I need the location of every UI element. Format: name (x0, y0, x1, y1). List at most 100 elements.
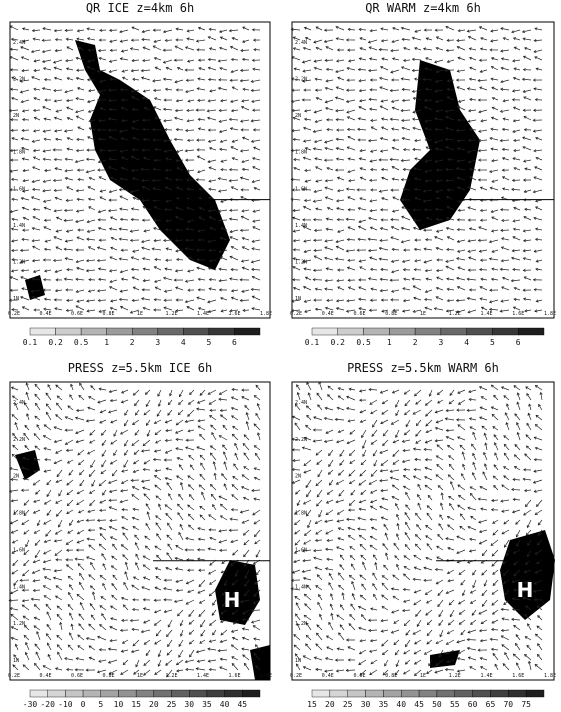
vector (11, 614, 18, 620)
vector (219, 390, 227, 394)
vector (176, 660, 183, 665)
colorbar-cell (183, 328, 209, 335)
colorbar-label: 5 (490, 338, 495, 347)
vector (492, 550, 498, 556)
colorbar-cell (518, 328, 544, 335)
vector (98, 520, 106, 521)
vector (221, 630, 227, 635)
x-tick-label: 1.8E (260, 673, 272, 679)
high-marker: H (224, 588, 241, 612)
vector (254, 530, 260, 537)
y-tick-label: 2N (295, 113, 301, 119)
colorbar-cell (101, 690, 119, 697)
vector (13, 445, 18, 450)
y-tick-label: 2.4N (295, 40, 307, 46)
vector (67, 480, 73, 485)
colorbar-cell (441, 328, 467, 335)
vector (176, 545, 183, 550)
vector (231, 645, 238, 650)
x-tick-label: 1.4E (197, 673, 209, 679)
x-tick-label: 0.4E (39, 673, 51, 679)
vector (502, 485, 509, 490)
vector (492, 414, 498, 420)
vector (34, 605, 40, 610)
vector (99, 544, 106, 550)
vector (232, 495, 238, 500)
vector (34, 434, 40, 440)
vector (46, 530, 51, 536)
colorbar-label: 5 (98, 700, 103, 709)
colorbar-cell (65, 690, 83, 697)
colorbar-cell (118, 690, 136, 697)
x-tick-label: 0.2E (8, 311, 20, 317)
x-tick-label: 1.8E (544, 311, 556, 317)
vector (67, 565, 73, 570)
vector (79, 460, 84, 465)
vector (143, 565, 150, 570)
x-tick-label: 0.6E (71, 311, 83, 317)
x-tick-label: 1.4E (480, 311, 492, 317)
vector (199, 580, 205, 587)
y-tick-label: 1.4N (295, 223, 307, 229)
colorbar-label: 6 (232, 338, 237, 347)
colorbar-cell (364, 328, 390, 335)
colorbar-cell (415, 328, 441, 335)
vector (166, 513, 172, 520)
vector (13, 560, 18, 566)
y-tick-label: 1N (13, 296, 19, 302)
vector (90, 500, 95, 506)
colorbar-label: 3 (155, 338, 160, 347)
y-tick-label: 2.2N (13, 437, 25, 443)
vector (524, 510, 531, 515)
vector (372, 430, 377, 436)
vector (360, 470, 366, 476)
x-tick-label: 0.4E (322, 311, 334, 317)
vector (56, 415, 62, 420)
vector (165, 505, 172, 510)
vector (405, 513, 410, 520)
vector (23, 570, 29, 576)
vector (46, 412, 51, 420)
vector (504, 453, 509, 460)
vector (57, 470, 62, 477)
x-tick-label: 1E (137, 311, 143, 317)
vector (295, 540, 300, 545)
colorbar-cell (48, 690, 66, 697)
colorbar-cell (492, 328, 518, 335)
vector (176, 420, 183, 425)
x-tick-label: 1.2E (165, 311, 177, 317)
vector (427, 513, 432, 520)
colorbar-cell (389, 328, 415, 335)
y-tick-label: 2N (13, 113, 19, 119)
vector (188, 525, 194, 530)
x-tick-label: 1.6E (512, 311, 524, 317)
vector (244, 435, 249, 440)
vector (132, 585, 139, 590)
colorbar-label: 3 (438, 338, 443, 347)
vector (491, 540, 498, 545)
vector (22, 605, 29, 610)
vector (295, 423, 300, 430)
colorbar-label: 0.5 (356, 338, 371, 347)
colorbar-cell (56, 328, 82, 335)
colorbar-label: 0 (81, 700, 86, 709)
vector (154, 620, 161, 625)
vector (232, 485, 238, 490)
vector (123, 555, 128, 560)
vector (78, 635, 84, 640)
vector (383, 440, 388, 446)
x-tick-label: 0.6E (71, 673, 83, 679)
vector (359, 480, 366, 485)
wind-vectors (291, 382, 542, 676)
x-tick-label: 1.2E (165, 673, 177, 679)
vector (167, 553, 172, 560)
y-tick-label: 1.2N (295, 259, 307, 265)
vector (57, 403, 62, 410)
vector (210, 620, 216, 625)
vector (132, 440, 139, 446)
colorbar-label: 10 (114, 700, 124, 709)
colorbar-label: 5 (206, 338, 211, 347)
colorbar-label: -20 (40, 700, 55, 709)
vector (211, 425, 216, 430)
